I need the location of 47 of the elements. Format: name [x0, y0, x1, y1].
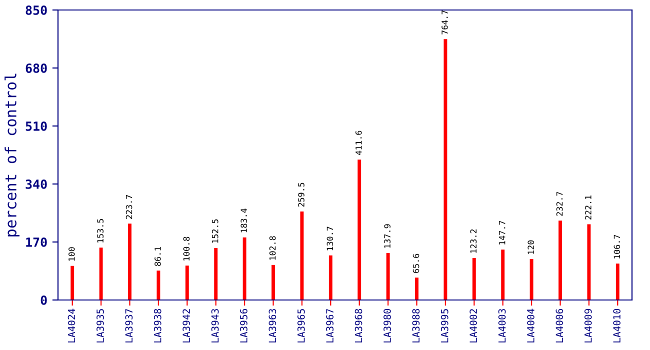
data-label: 65.6 [412, 254, 420, 273]
x-tick-label: LA3980 [384, 308, 391, 342]
x-tick-label: LA4004 [527, 308, 534, 342]
x-tick-label: LA3967 [326, 309, 334, 342]
y-tick-label: 170 [26, 237, 47, 247]
x-tick-label: LA3938 [154, 308, 162, 342]
data-label: 147.7 [499, 220, 506, 244]
x-tick-label: LA3943 [211, 309, 219, 342]
data-label: 232.7 [556, 192, 563, 216]
x-tick-label: LA4002 [470, 309, 477, 342]
data-label: 183.4 [240, 208, 247, 232]
x-tick-label: LA4003 [498, 309, 506, 342]
data-label: 764.7 [442, 10, 448, 34]
data-label: 100.8 [183, 236, 190, 260]
data-label: 100 [68, 247, 75, 261]
y-tick-label: 0 [40, 295, 47, 305]
data-label: 120 [528, 240, 534, 254]
data-label: 223.7 [126, 195, 132, 219]
data-label: 123.2 [470, 229, 477, 253]
data-label: 137.9 [384, 224, 390, 248]
y-tick-label: 340 [26, 179, 47, 189]
y-axis-title: percent of control [4, 74, 20, 236]
data-label: 153.5 [97, 219, 104, 242]
data-label: 106.7 [614, 234, 620, 258]
x-tick-label: LA3935 [96, 309, 104, 342]
data-label: 102.8 [269, 236, 276, 260]
y-tick-label: 680 [26, 63, 47, 73]
data-label: 152.5 [212, 219, 218, 243]
x-tick-label: LA4006 [556, 308, 564, 342]
x-tick-label: LA3963 [268, 309, 276, 342]
x-tick-label: LA3968 [354, 308, 362, 342]
x-tick-label: LA3965 [297, 309, 305, 342]
x-tick-label: LA4009 [584, 308, 592, 342]
y-tick-label: 510 [26, 121, 47, 131]
data-label: 130.7 [326, 226, 334, 250]
x-tick-label: LA3937 [125, 309, 133, 342]
data-label: 222.1 [585, 196, 592, 220]
x-tick-label: LA4024 [68, 308, 76, 342]
x-tick-label: LA3995 [440, 309, 448, 342]
y-tick-label: 850 [26, 5, 47, 15]
x-tick-label: LA3988 [412, 308, 420, 342]
x-tick-label: LA3942 [182, 309, 190, 342]
data-label: 86.1 [154, 246, 161, 266]
x-tick-label: LA3956 [240, 308, 248, 342]
x-tick-label: LA4010 [613, 308, 620, 342]
data-label: 411.6 [355, 130, 362, 155]
data-label: 259.5 [298, 182, 304, 207]
